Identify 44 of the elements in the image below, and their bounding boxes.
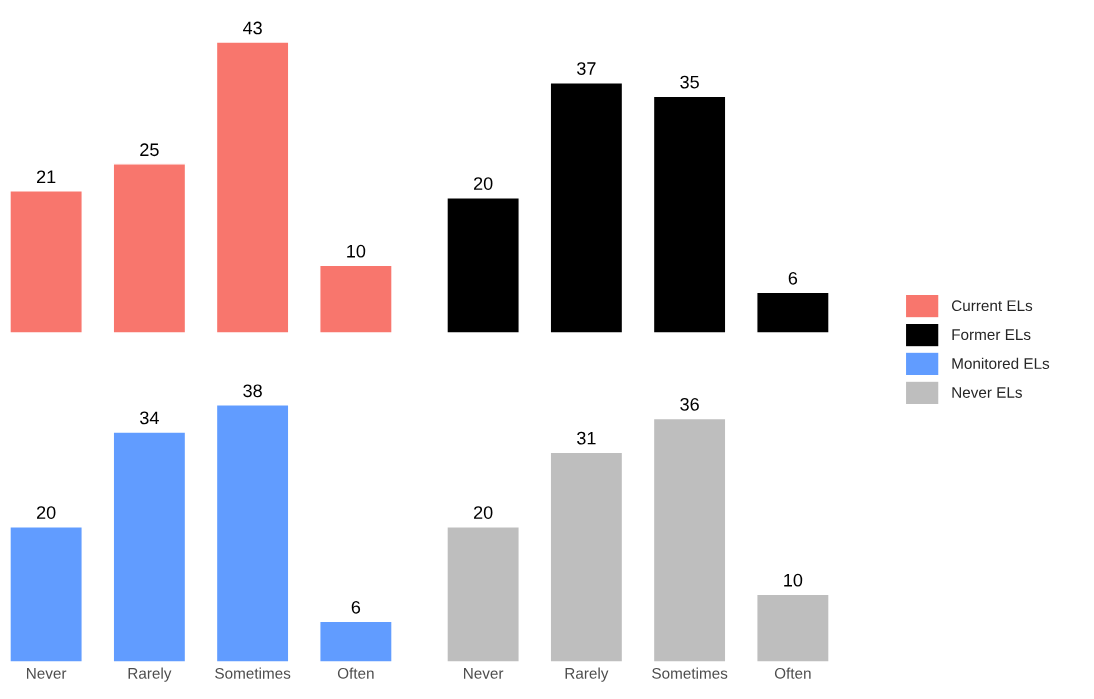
bar <box>319 264 392 333</box>
x-tick-label: Rarely <box>128 667 172 682</box>
data-label: 35 <box>680 75 699 89</box>
x-tick-label: Never <box>27 668 67 679</box>
x-tick-label: Sometimes <box>652 667 728 679</box>
bar <box>652 417 727 662</box>
data-label: 37 <box>577 62 596 75</box>
x-tick-label: Never <box>464 668 504 679</box>
bar <box>10 190 83 333</box>
data-label: 20 <box>37 506 56 519</box>
bar <box>756 291 829 333</box>
data-label: 20 <box>474 506 493 519</box>
bar <box>112 163 187 333</box>
bar <box>549 81 624 333</box>
bar <box>756 593 829 662</box>
bar <box>112 431 187 662</box>
x-tick-label: Sometimes <box>215 667 291 679</box>
bar <box>10 525 83 662</box>
data-label: 31 <box>577 431 596 445</box>
bar <box>215 404 290 662</box>
data-label: 25 <box>140 143 159 157</box>
bar <box>652 95 727 333</box>
bar <box>447 525 520 662</box>
x-tick-label: Often <box>774 667 811 679</box>
bar <box>215 41 290 333</box>
x-tick-label: Often <box>337 667 374 679</box>
data-label: 43 <box>243 21 262 35</box>
legend-label: Former ELs <box>952 329 1031 341</box>
bar <box>549 451 624 662</box>
data-label: 21 <box>37 170 56 184</box>
legend-label: Current ELs <box>951 300 1033 312</box>
data-label: 10 <box>347 244 366 258</box>
data-label: 20 <box>474 177 493 190</box>
bar <box>319 620 392 662</box>
data-label: 34 <box>140 411 159 425</box>
data-label: 10 <box>784 573 803 587</box>
bar <box>447 196 520 333</box>
data-label: 36 <box>680 397 699 411</box>
legend-label: Monitored ELs <box>952 357 1050 369</box>
legend-label: Never ELs <box>952 387 1022 398</box>
data-label: 6 <box>788 271 798 285</box>
data-label: 38 <box>243 384 262 398</box>
x-tick-label: Rarely <box>565 667 609 682</box>
data-label: 6 <box>351 600 361 614</box>
